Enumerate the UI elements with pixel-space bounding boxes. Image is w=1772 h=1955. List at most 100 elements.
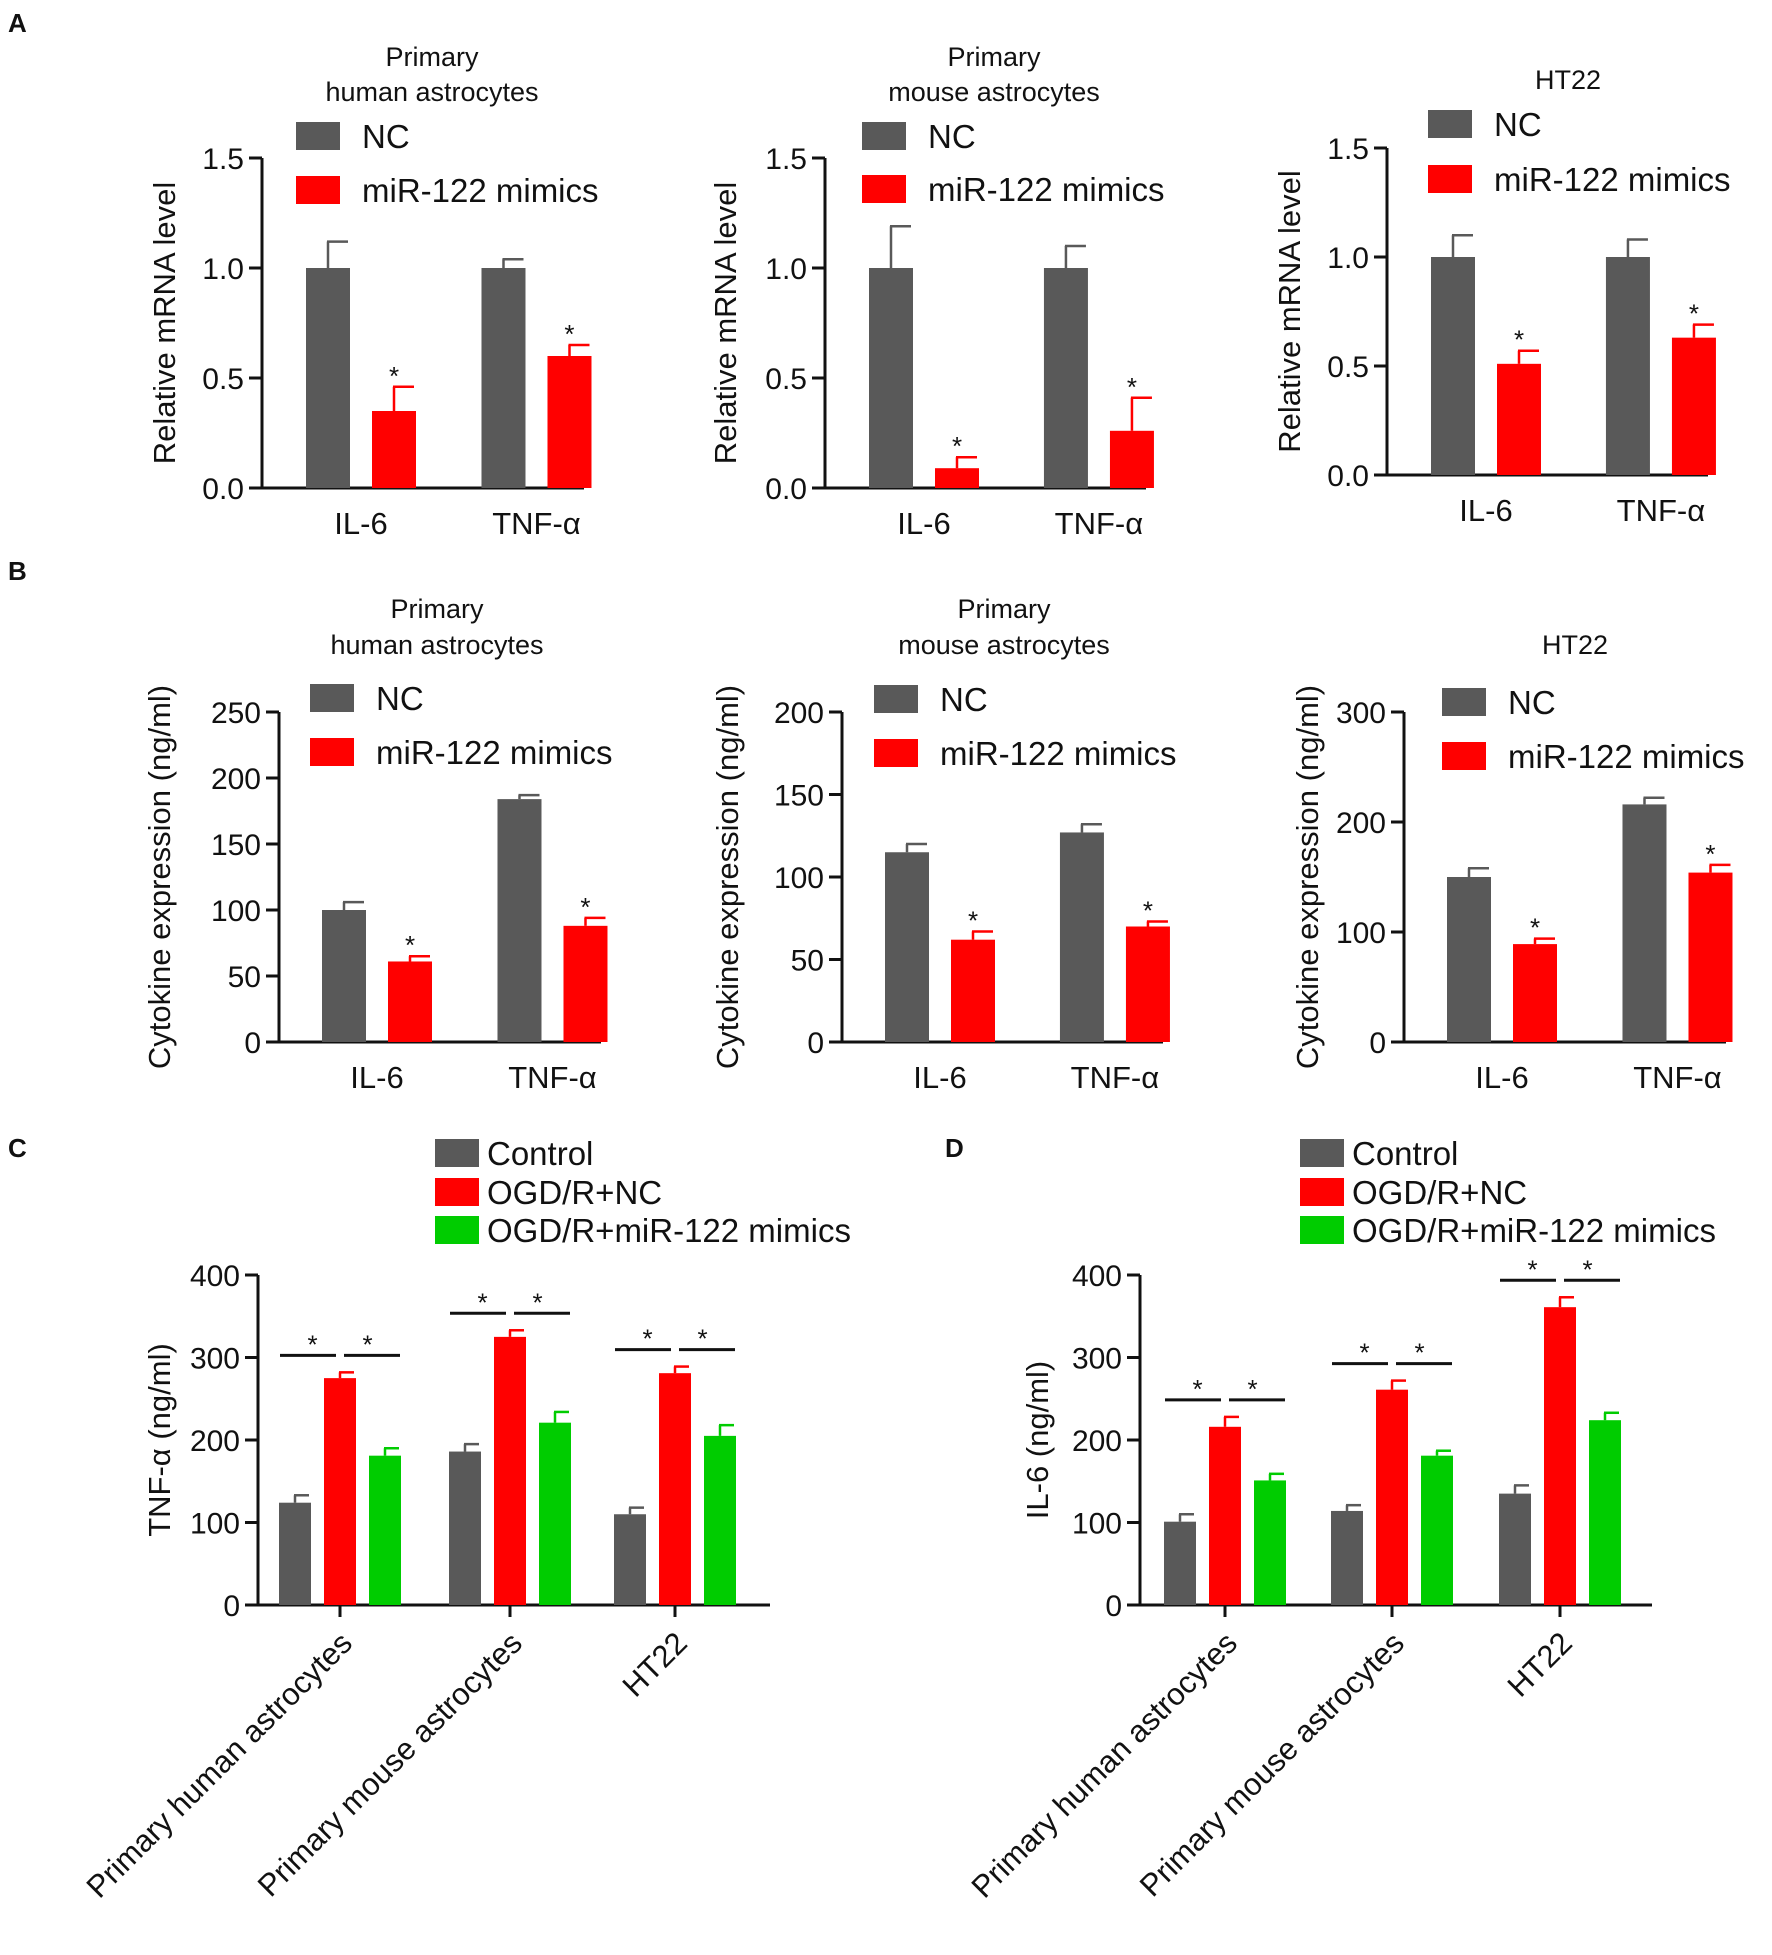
significance-star: * bbox=[1527, 1254, 1537, 1284]
y-tick-label: 100 bbox=[211, 895, 261, 928]
legend-swatch-ogd-mimics bbox=[1300, 1216, 1344, 1244]
chart-b3: HT22 0 100 200 300 Cytokine expression (ng/ml… bbox=[1290, 630, 1745, 1095]
significance-star: * bbox=[1530, 913, 1540, 943]
y-tick-label: 100 bbox=[1072, 1508, 1122, 1541]
x-tick-label: TNF-α bbox=[1071, 1060, 1160, 1095]
x-tick-label: TNF-α bbox=[492, 506, 581, 541]
legend-swatch-mimics bbox=[874, 739, 918, 767]
legend-label: miR-122 mimics bbox=[376, 734, 613, 771]
legend-swatch-mimics bbox=[296, 176, 340, 204]
y-axis-label: Cytokine expression (ng/ml) bbox=[1290, 685, 1325, 1069]
x-tick-label: IL-6 bbox=[334, 506, 387, 541]
bar-mimics-1 bbox=[1671, 337, 1716, 475]
bar-mimics-0 bbox=[372, 411, 416, 488]
bar-ogd-mimics-2 bbox=[704, 1435, 736, 1605]
y-tick-label: 300 bbox=[190, 1343, 240, 1376]
legend-swatch-mimics bbox=[862, 175, 906, 203]
significance-star: * bbox=[307, 1329, 317, 1359]
bar-control-0 bbox=[279, 1502, 311, 1605]
y-tick-label: 1.0 bbox=[765, 253, 807, 286]
chart-a3: HT22 0.0 0.5 1.0 1.5 Relative mRNA level * IL-6… bbox=[1272, 65, 1731, 528]
bar-nc-0 bbox=[322, 910, 366, 1042]
y-tick-label: 0.5 bbox=[765, 363, 807, 396]
bar-nc-0 bbox=[1447, 877, 1491, 1042]
legend-swatch-mimics bbox=[310, 738, 354, 766]
y-tick-label: 50 bbox=[228, 961, 261, 994]
y-axis-label: Relative mRNA level bbox=[147, 182, 182, 465]
significance-star: * bbox=[405, 930, 415, 960]
legend-label: miR-122 mimics bbox=[1508, 738, 1745, 775]
y-tick-label: 0.0 bbox=[1327, 460, 1369, 493]
legend-label: NC bbox=[376, 680, 424, 717]
x-tick-label: TNF-α bbox=[1617, 493, 1706, 528]
bar-ogd-mimics-0 bbox=[369, 1455, 401, 1605]
significance-star: * bbox=[389, 361, 399, 391]
legend-swatch-nc bbox=[862, 122, 906, 150]
panel-label-c: C bbox=[8, 1133, 27, 1163]
x-tick-label: TNF-α bbox=[508, 1060, 597, 1095]
y-tick-label: 200 bbox=[1072, 1425, 1122, 1458]
y-tick-label: 100 bbox=[1336, 917, 1386, 950]
legend-label: NC bbox=[928, 118, 976, 155]
x-tick-label: Primary human astrocytes bbox=[80, 1625, 359, 1904]
chart-title-line: mouse astrocytes bbox=[898, 630, 1110, 660]
x-tick-label: HT22 bbox=[616, 1625, 694, 1703]
y-tick-label: 0 bbox=[807, 1027, 824, 1060]
significance-star: * bbox=[1359, 1338, 1369, 1368]
legend-label: OGD/R+NC bbox=[1352, 1174, 1527, 1211]
significance-star: * bbox=[1247, 1374, 1257, 1404]
bar-mimics-1 bbox=[563, 925, 608, 1042]
legend-label: miR-122 mimics bbox=[940, 735, 1177, 772]
significance-star: * bbox=[1143, 896, 1153, 926]
bar-mimics-1 bbox=[1688, 872, 1733, 1042]
legend-label: Control bbox=[1352, 1135, 1458, 1172]
chart-title-line: Primary bbox=[958, 594, 1051, 624]
y-tick-label: 1.0 bbox=[1327, 242, 1369, 275]
y-tick-label: 0 bbox=[244, 1027, 261, 1060]
legend-label: NC bbox=[1494, 106, 1542, 143]
y-tick-label: 400 bbox=[190, 1260, 240, 1293]
y-tick-label: 100 bbox=[774, 862, 824, 895]
significance-star: * bbox=[697, 1324, 707, 1354]
bar-nc-0 bbox=[306, 268, 350, 488]
bar-nc-1 bbox=[1605, 257, 1650, 475]
significance-star: * bbox=[362, 1329, 372, 1359]
x-tick-label: IL-6 bbox=[350, 1060, 403, 1095]
bar-nc-1 bbox=[481, 268, 526, 488]
legend-label: OGD/R+miR-122 mimics bbox=[487, 1212, 851, 1249]
y-axis-label: Cytokine expression (ng/ml) bbox=[142, 685, 177, 1069]
significance-star: * bbox=[564, 319, 574, 349]
y-tick-label: 1.0 bbox=[202, 253, 244, 286]
bar-ogd-nc-2 bbox=[659, 1373, 691, 1605]
legend-swatch-control bbox=[435, 1139, 479, 1167]
bar-ogd-mimics-1 bbox=[539, 1422, 571, 1605]
bar-ogd-nc-0 bbox=[1209, 1426, 1241, 1605]
legend-swatch-nc bbox=[1428, 110, 1472, 138]
bar-mimics-1 bbox=[1109, 430, 1154, 488]
y-tick-label: 200 bbox=[190, 1425, 240, 1458]
bar-nc-1 bbox=[1043, 268, 1088, 488]
bar-mimics-0 bbox=[388, 961, 432, 1042]
y-tick-label: 50 bbox=[791, 945, 824, 978]
y-tick-label: 150 bbox=[774, 780, 824, 813]
chart-title-line: Primary bbox=[391, 594, 484, 624]
x-tick-label: TNF-α bbox=[1633, 1060, 1722, 1095]
bar-mimics-0 bbox=[1513, 944, 1557, 1042]
significance-star: * bbox=[532, 1287, 542, 1317]
bar-control-2 bbox=[614, 1514, 646, 1605]
legend-swatch-ogd-nc bbox=[1300, 1178, 1344, 1206]
chart-b2: Primary mouse astrocytes 0 50 100 150 200 Cytok… bbox=[710, 594, 1177, 1095]
y-tick-label: 200 bbox=[774, 697, 824, 730]
legend-swatch-ogd-mimics bbox=[435, 1216, 479, 1244]
chart-title-line: Primary bbox=[386, 42, 479, 72]
panel-label-d: D bbox=[945, 1133, 964, 1163]
y-tick-label: 250 bbox=[211, 697, 261, 730]
y-tick-label: 0.5 bbox=[1327, 351, 1369, 384]
legend-swatch-mimics bbox=[1428, 165, 1472, 193]
bar-nc-1 bbox=[1059, 832, 1104, 1042]
y-tick-label: 400 bbox=[1072, 1260, 1122, 1293]
y-tick-label: 200 bbox=[211, 763, 261, 796]
legend-swatch-control bbox=[1300, 1139, 1344, 1167]
significance-star: * bbox=[1705, 839, 1715, 869]
